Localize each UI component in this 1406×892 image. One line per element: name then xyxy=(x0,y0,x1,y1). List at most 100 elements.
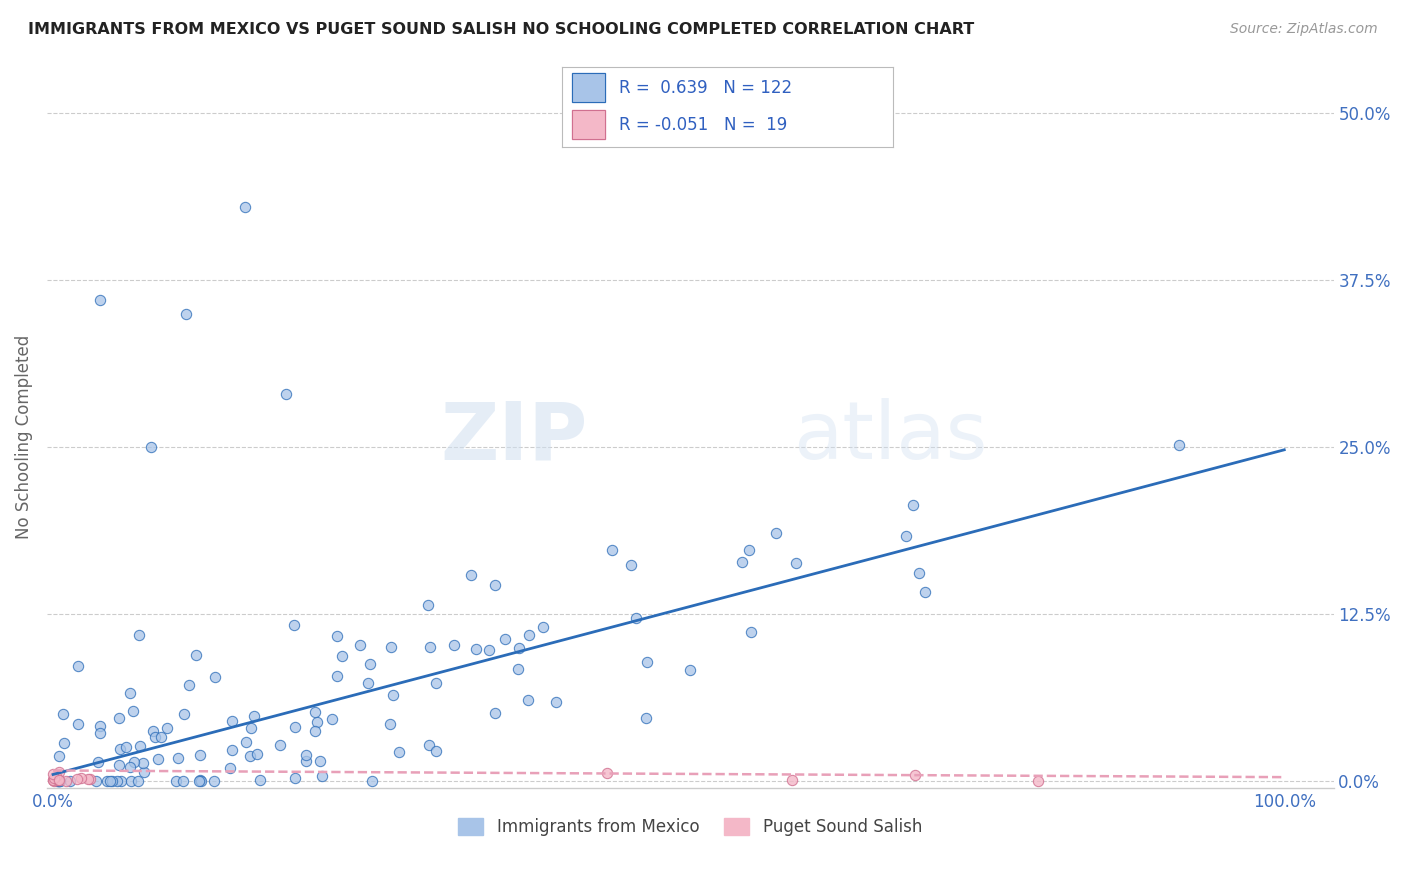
Point xyxy=(484,578,506,592)
Point xyxy=(142,724,165,739)
Point xyxy=(378,717,401,731)
Point xyxy=(146,752,169,766)
Bar xyxy=(572,73,606,103)
Point xyxy=(67,717,90,731)
Point xyxy=(120,760,142,774)
Point xyxy=(517,692,540,706)
Point xyxy=(221,714,243,728)
Point xyxy=(276,386,298,401)
Bar xyxy=(572,73,606,103)
Point xyxy=(361,774,384,789)
Point xyxy=(124,755,146,769)
Point xyxy=(167,751,190,765)
Point xyxy=(416,598,439,612)
Point xyxy=(45,769,67,783)
Point xyxy=(67,659,90,673)
Point xyxy=(188,774,211,789)
Point xyxy=(634,711,657,725)
Point xyxy=(460,567,482,582)
Point xyxy=(731,556,754,570)
Point xyxy=(89,293,111,307)
Point xyxy=(110,774,132,789)
Point xyxy=(233,200,256,214)
Point xyxy=(139,440,162,454)
Point xyxy=(108,711,131,725)
Point xyxy=(48,774,70,789)
Point xyxy=(246,747,269,761)
Point xyxy=(128,739,150,754)
Point xyxy=(46,772,69,787)
Point xyxy=(122,705,145,719)
Point xyxy=(172,774,194,789)
Point xyxy=(188,773,211,788)
Point xyxy=(295,754,318,768)
Point xyxy=(128,628,150,642)
Point xyxy=(381,688,404,702)
Point xyxy=(380,640,402,654)
Point xyxy=(76,772,98,786)
Point xyxy=(120,774,142,789)
Point xyxy=(48,749,70,764)
Point xyxy=(359,657,381,672)
Point xyxy=(179,678,201,692)
Point xyxy=(780,773,803,788)
Point xyxy=(785,556,807,570)
Point xyxy=(115,740,138,755)
Point xyxy=(419,640,441,654)
Point xyxy=(44,773,66,788)
Point xyxy=(105,774,128,789)
Y-axis label: No Schooling Completed: No Schooling Completed xyxy=(15,335,32,540)
Point xyxy=(765,526,787,541)
Point xyxy=(188,748,211,763)
Point xyxy=(52,707,75,722)
Text: ZIP: ZIP xyxy=(440,398,588,476)
Point xyxy=(87,756,110,770)
Point xyxy=(311,769,333,783)
Point xyxy=(66,772,89,787)
Point xyxy=(174,306,197,320)
Point xyxy=(425,676,447,690)
Point xyxy=(221,743,243,757)
Legend: Immigrants from Mexico, Puget Sound Salish: Immigrants from Mexico, Puget Sound Sali… xyxy=(451,811,929,843)
Point xyxy=(596,766,619,780)
Point xyxy=(79,772,101,786)
Point xyxy=(42,766,65,780)
Point xyxy=(100,774,122,789)
Point xyxy=(443,638,465,652)
Point xyxy=(156,722,179,736)
Point xyxy=(127,774,149,789)
Point xyxy=(894,529,917,543)
Point xyxy=(517,628,540,642)
Point xyxy=(465,641,488,656)
Point xyxy=(600,542,623,557)
Point xyxy=(143,731,166,745)
Point xyxy=(326,629,349,643)
Point xyxy=(96,774,118,789)
Point xyxy=(349,638,371,652)
Point xyxy=(901,498,924,512)
Point xyxy=(46,774,69,789)
Point xyxy=(204,670,226,684)
Bar xyxy=(572,111,606,139)
Point xyxy=(308,754,330,768)
Point xyxy=(46,774,69,789)
Point xyxy=(107,757,129,772)
Point xyxy=(52,736,75,750)
Point xyxy=(108,741,131,756)
Point xyxy=(508,641,530,656)
Point xyxy=(679,663,702,677)
Point xyxy=(134,764,156,779)
Point xyxy=(330,649,353,664)
Point xyxy=(283,618,305,632)
Point xyxy=(184,648,207,663)
Point xyxy=(42,772,65,787)
Point xyxy=(357,675,380,690)
Point xyxy=(1168,437,1191,451)
Point xyxy=(425,744,447,758)
Point xyxy=(249,772,271,787)
Point xyxy=(46,772,69,786)
Point xyxy=(914,585,936,599)
Point xyxy=(325,669,347,683)
Point xyxy=(904,767,927,781)
Point xyxy=(235,734,257,748)
